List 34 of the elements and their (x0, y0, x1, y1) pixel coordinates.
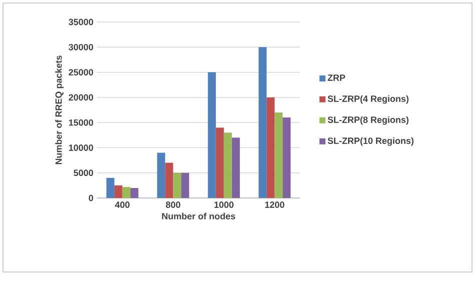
bar (114, 185, 122, 198)
x-tick-label: 800 (166, 202, 180, 208)
x-tick-label: 1000 (214, 202, 234, 208)
y-tick-label: 25000 (68, 69, 94, 76)
bar (122, 186, 130, 198)
y-tick-label: 5000 (74, 170, 94, 176)
legend-label: SL-ZRP(10 Regions) (328, 137, 414, 146)
y-tick-label: 0 (88, 194, 94, 202)
legend-label: SL-ZRP(8 Regions) (328, 116, 408, 125)
x-tick-label: 400 (115, 202, 130, 208)
y-tick-label: 15000 (69, 119, 94, 126)
bar (274, 112, 283, 198)
bar (157, 152, 166, 198)
bar (224, 132, 232, 198)
bar (282, 118, 291, 198)
bar (216, 128, 224, 198)
bar (208, 72, 216, 198)
bar (165, 162, 174, 198)
x-axis-title: Number of nodes (162, 212, 236, 220)
x-tick-label: 1200 (265, 202, 284, 208)
y-tick-label: 20000 (68, 94, 94, 101)
y-tick-label: 35000 (68, 18, 94, 26)
y-axis-title: Number of RREQ packets (55, 56, 64, 164)
bar (173, 172, 182, 198)
y-tick-label: 10000 (69, 144, 94, 151)
legend-label: ZRP (328, 74, 346, 81)
bar (181, 172, 190, 198)
bar (106, 178, 114, 198)
bar (266, 97, 275, 198)
bar (232, 138, 240, 198)
bar (130, 188, 138, 198)
legend-label: SL-ZRP(4 Regions) (328, 95, 408, 104)
y-tick-label: 30000 (68, 44, 94, 50)
bar (258, 47, 267, 198)
